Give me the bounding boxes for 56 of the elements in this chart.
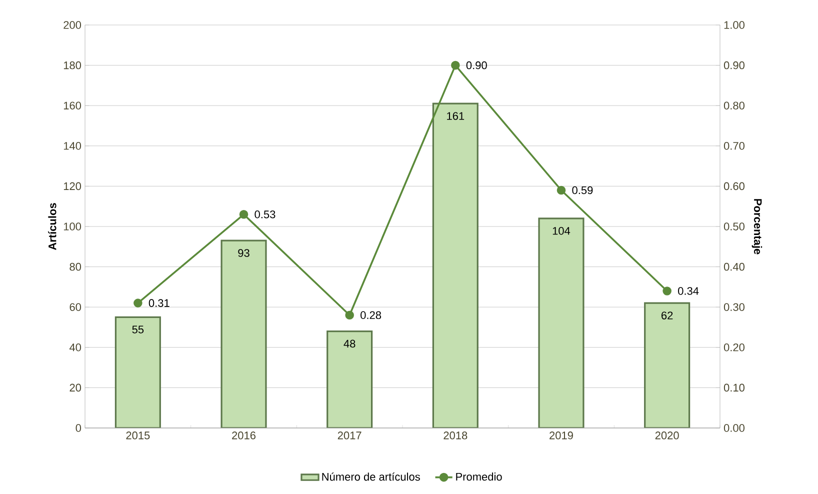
point <box>134 298 142 308</box>
legend-label: Número de artículos <box>322 472 420 481</box>
y-tick-label: 80 <box>70 262 82 271</box>
x-tick-label: 2017 <box>338 432 362 440</box>
point <box>345 310 354 320</box>
bar <box>644 302 690 428</box>
y2-tick-label: 0.60 <box>724 182 744 190</box>
data-label: 0.59 <box>572 186 593 194</box>
data-label: 93 <box>238 249 250 257</box>
y2-tick-label: 0.10 <box>724 384 744 392</box>
y-tick-label: 100 <box>64 222 82 230</box>
y-tick-label: 180 <box>64 61 82 70</box>
x-tick-label: 2016 <box>232 432 256 440</box>
y2-tick-label: 0.70 <box>724 142 744 150</box>
data-label: 62 <box>662 312 673 320</box>
y2-axis-title: Porcentaje <box>752 199 762 254</box>
bar <box>538 218 584 428</box>
y2-tick-label: 0.00 <box>724 424 744 432</box>
y-tick-label: 200 <box>64 21 82 29</box>
x-tick-label: 2020 <box>655 432 679 440</box>
y2-tick-label: 0.30 <box>724 303 744 311</box>
y2-tick-label: 0.80 <box>724 102 744 110</box>
data-label: 0.31 <box>148 299 170 307</box>
y2-tick-label: 0.90 <box>724 61 744 70</box>
bar <box>220 240 267 428</box>
x-tick-label: 2019 <box>550 432 573 440</box>
point <box>662 286 672 296</box>
data-label: 0.34 <box>678 287 699 295</box>
y-tick-label: 20 <box>70 384 82 392</box>
bar <box>114 316 161 428</box>
y2-tick-label: 0.20 <box>724 344 744 352</box>
data-label: 104 <box>552 226 570 235</box>
x-tick-label: 2015 <box>126 432 150 440</box>
point <box>239 210 248 219</box>
y2-tick-label: 0.50 <box>724 222 744 230</box>
y2-tick-label: 0.40 <box>724 262 744 271</box>
y2-tick-label: 1.00 <box>724 21 744 29</box>
x-tick-label: 2018 <box>444 432 468 440</box>
y-tick-label: 140 <box>64 142 82 150</box>
y-tick-label: 0 <box>76 424 82 432</box>
data-label: 0.90 <box>466 61 487 70</box>
data-label: 48 <box>344 340 356 348</box>
bar <box>326 330 373 428</box>
y-tick-label: 160 <box>64 102 82 110</box>
y-tick-label: 40 <box>69 344 82 352</box>
data-label: 55 <box>132 326 144 334</box>
y-axis-title: Artículos <box>48 203 56 250</box>
data-label: 0.28 <box>360 311 382 320</box>
y-tick-label: 120 <box>64 182 82 190</box>
y-tick-label: 60 <box>70 303 82 311</box>
point <box>556 186 566 195</box>
data-label: 0.53 <box>254 210 276 218</box>
data-label: 161 <box>447 112 464 120</box>
point <box>451 60 460 70</box>
legend-label: Promedio <box>456 472 502 481</box>
bar <box>432 102 478 428</box>
